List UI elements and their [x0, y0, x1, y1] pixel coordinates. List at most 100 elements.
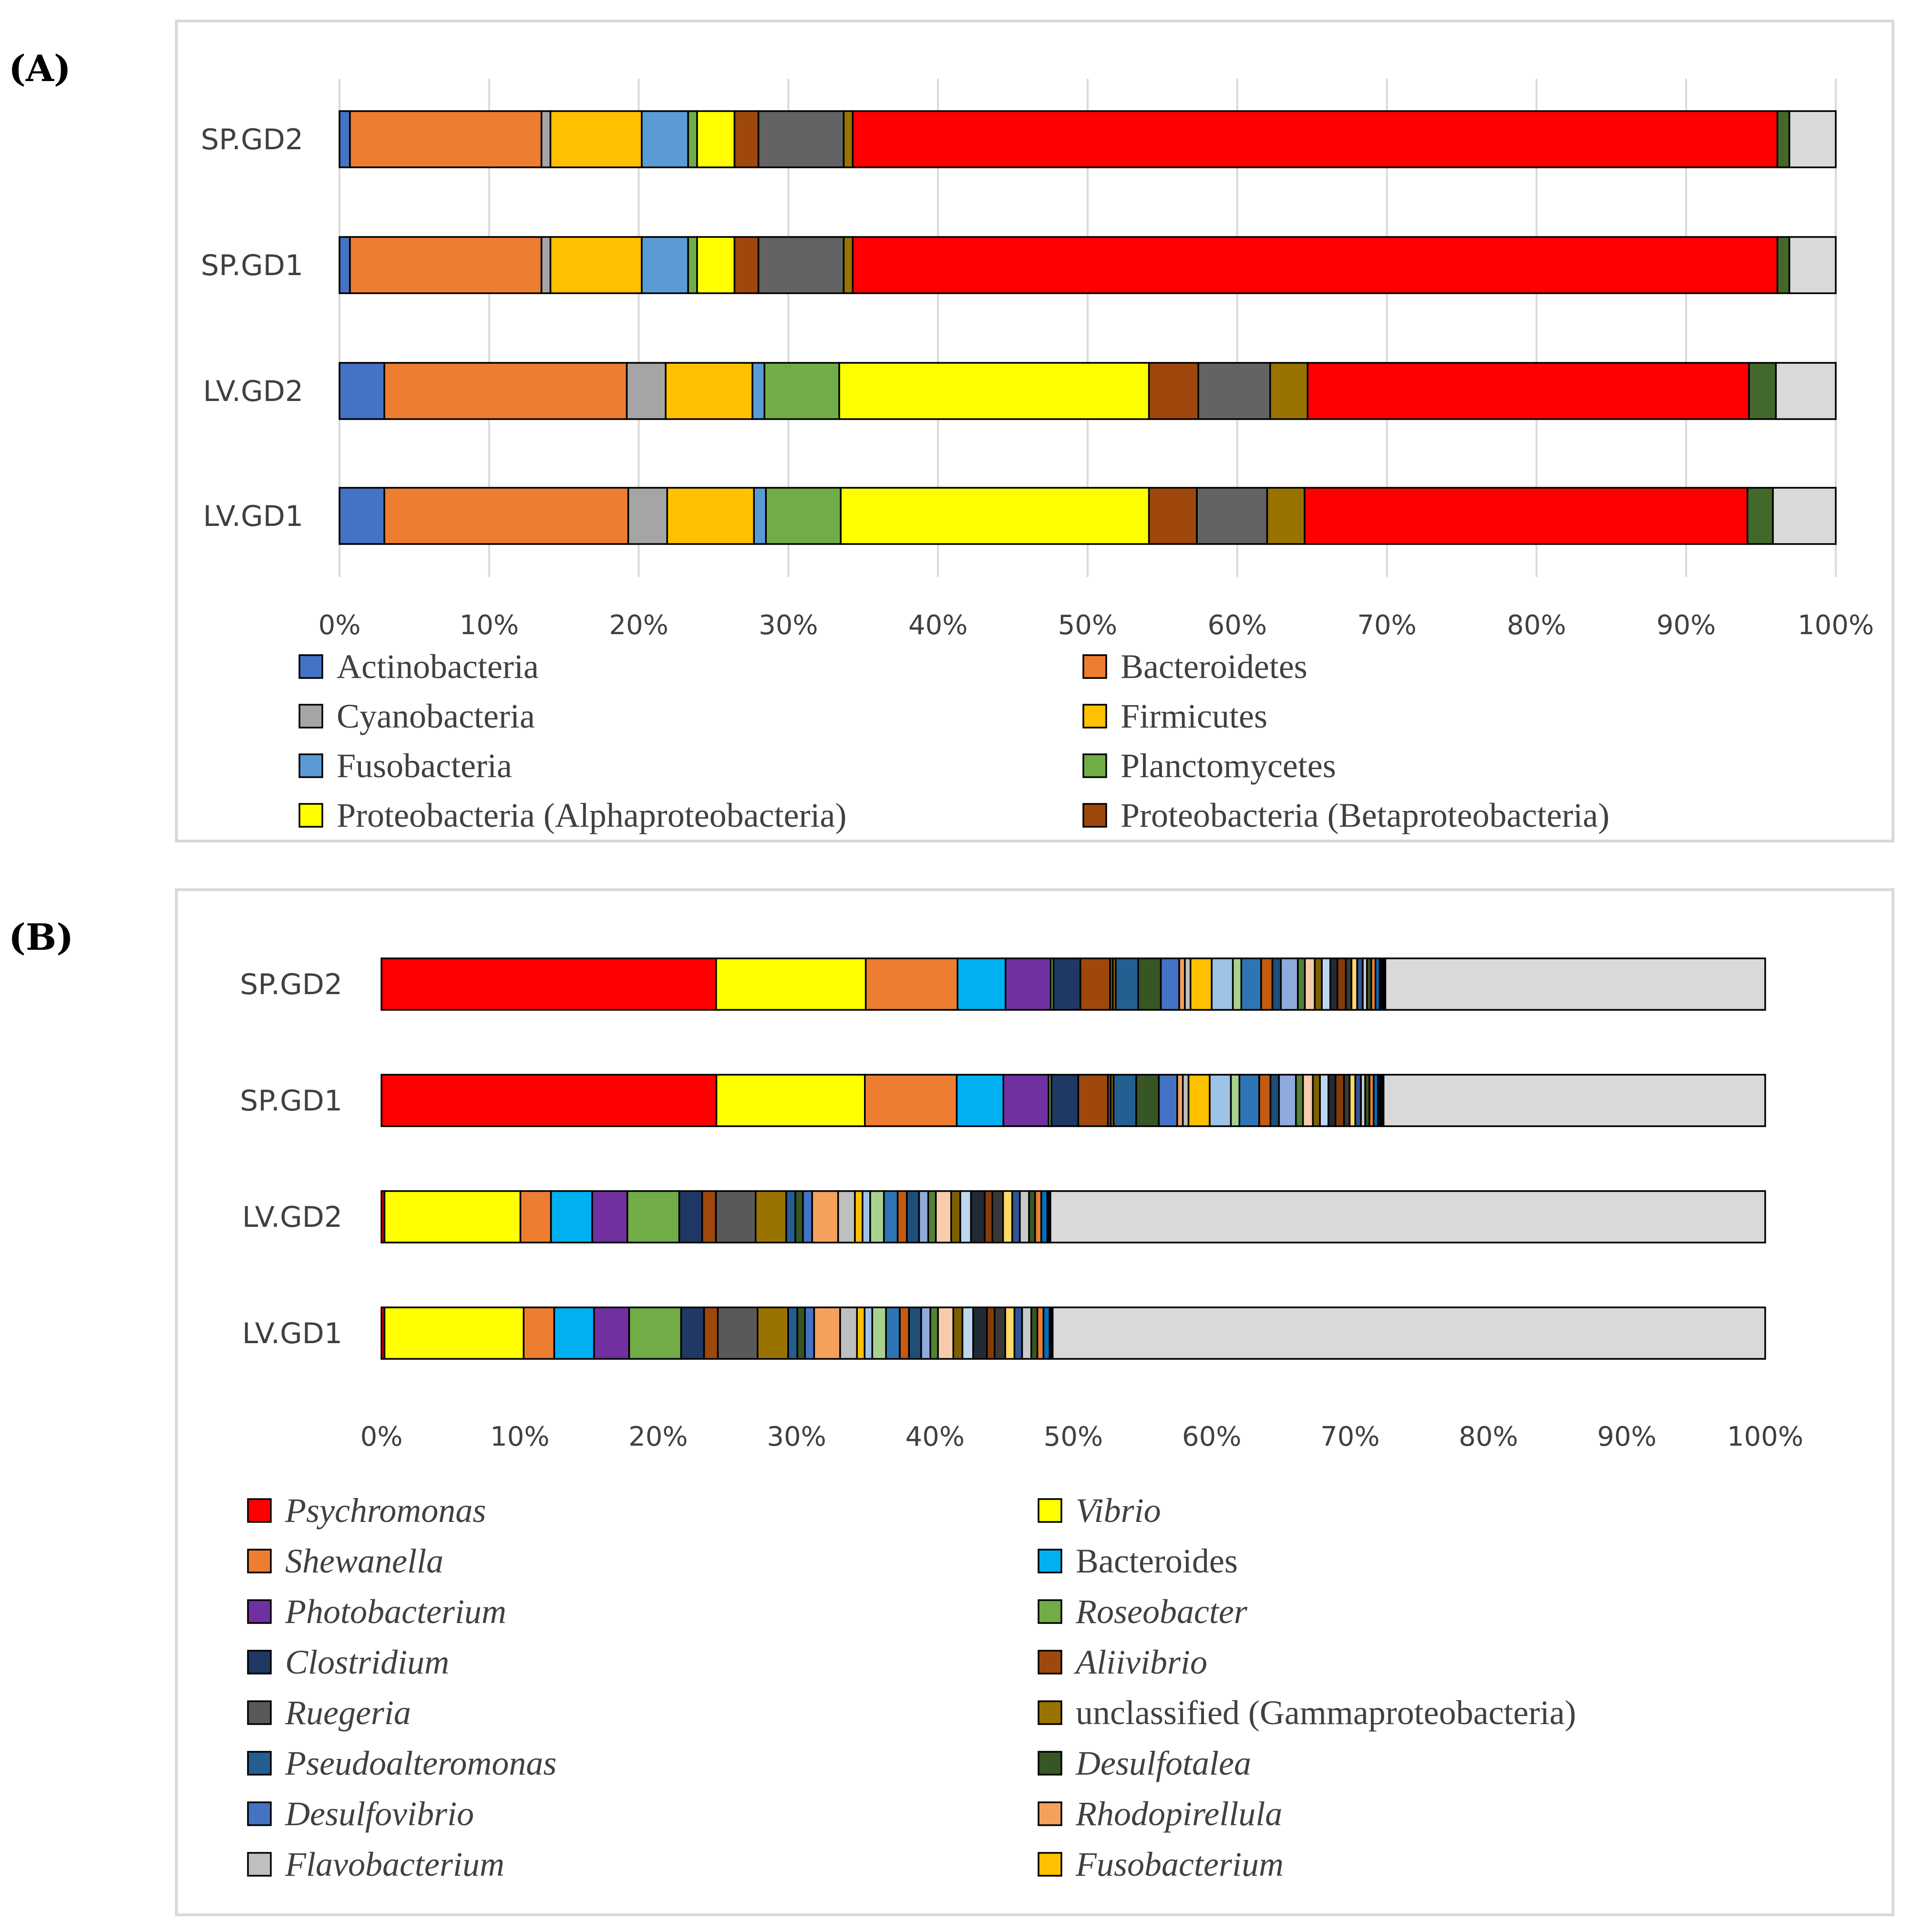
legend-label-pseudoalteromonas: Pseudoalteromonas: [285, 1744, 556, 1782]
legend-swatch-proteobacteria-alphaproteobacteria: [298, 803, 323, 828]
bar-segment-lv-gd1-series-8: [1196, 487, 1268, 545]
bar-segment-sp-gd2-bacteroides: [956, 957, 1007, 1011]
legend-swatch-actinobacteria: [298, 654, 323, 679]
legend-swatch-flavobacterium: [247, 1852, 272, 1877]
bar-segment-lv-gd1-cyanobacteria: [627, 487, 668, 545]
bar-segment-lv-gd2-shewanella: [519, 1190, 552, 1243]
bar-segment-lv-gd2-rhodopirellula: [811, 1190, 839, 1243]
bar-segment-sp-gd1-psychromonas: [381, 1074, 718, 1127]
legend-item-vibrio: Vibrio: [1038, 1491, 1161, 1530]
bar-segment-lv-gd2-series-24: [950, 1190, 961, 1243]
bar-segment-lv-gd1-series-9: [1266, 487, 1306, 545]
bar-segment-sp-gd2-series-17: [1232, 957, 1243, 1011]
x-tick-label-60: 60%: [1208, 610, 1267, 641]
bar-segment-lv-gd2-vibrio: [383, 1190, 522, 1243]
bar-segment-lv-gd1-proteobacteria-alphaproteobacteria: [840, 487, 1150, 545]
bar-segment-sp-gd1-cyanobacteria: [540, 236, 552, 294]
bar-segment-sp-gd2-fusobacterium: [1190, 957, 1213, 1011]
bar-segment-lv-gd1-series-22: [929, 1306, 939, 1360]
legend-item-roseobacter: Roseobacter: [1038, 1593, 1248, 1631]
bar-segment-lv-gd2-cyanobacteria: [626, 362, 667, 420]
x-tick-label-70: 70%: [1320, 1421, 1379, 1452]
bar-segment-sp-gd2-actinobacteria: [339, 110, 351, 168]
bar-segment-sp-gd1-bacteroidetes: [349, 236, 543, 294]
legend-label-rhodopirellula: Rhodopirellula: [1075, 1795, 1282, 1833]
legend-label-proteobacteria-alphaproteobacteria: Proteobacteria (Alphaproteobacteria): [337, 796, 846, 834]
x-tick-label-20: 20%: [609, 610, 668, 641]
bar-segment-sp-gd1-series-26: [1327, 1074, 1337, 1127]
bar-segment-lv-gd1-shewanella: [523, 1306, 555, 1360]
bar-segment-lv-gd2-unclassified-gammaproteobacteria: [755, 1190, 787, 1243]
bar-segment-lv-gd2-series-26: [970, 1190, 986, 1243]
bar-segment-sp-gd2-series-12: [1788, 110, 1837, 168]
bar-segment-sp-gd2-series-24: [1314, 957, 1323, 1011]
bar-segment-lv-gd1-unclassified-gammaproteobacteria: [757, 1306, 789, 1360]
bar-segment-sp-gd2-desulfovibrio: [1160, 957, 1180, 1011]
bar-segment-sp-gd1-flavobacterium: [1182, 1074, 1190, 1127]
bar-segment-sp-gd2-bacteroidetes: [349, 110, 543, 168]
bar-segment-sp-gd1-series-18: [1238, 1074, 1260, 1127]
bar-segment-lv-gd1-flavobacterium: [839, 1306, 858, 1360]
bar-segment-lv-gd1-clostridium: [680, 1306, 705, 1360]
legend-item-bacteroides: Bacteroides: [1038, 1542, 1238, 1580]
bar-segment-lv-gd2-planctomycetes: [763, 362, 840, 420]
bar-segment-sp-gd2-series-18: [1240, 957, 1262, 1011]
x-tick-label-100: 100%: [1727, 1421, 1803, 1452]
legend-item-planctomycetes: Planctomycetes: [1082, 747, 1336, 785]
x-tick-label-40: 40%: [905, 1421, 965, 1452]
bar-segment-lv-gd1-series-25: [961, 1306, 974, 1360]
bar-segment-sp-gd1-clostridium: [1050, 1074, 1080, 1127]
bar-segment-sp-gd1-series-20: [1269, 1074, 1280, 1127]
bar-segment-sp-gd2-series-30: [1356, 957, 1364, 1011]
bar-segment-lv-gd2-ruegeria: [715, 1190, 757, 1243]
bar-segment-sp-gd2-psychromonas: [381, 957, 717, 1011]
bar-segment-lv-gd2-series-21: [918, 1190, 929, 1243]
legend-item-pseudoalteromonas: Pseudoalteromonas: [247, 1744, 556, 1782]
panel-b: (B) SP.GD2 SP.GD1 LV.GD2 LV.GD1 0% 10% 20% 30% 4…: [9, 888, 1894, 1916]
x-tick-label-90: 90%: [1656, 610, 1716, 641]
bar-segment-lv-gd1-series-21: [920, 1306, 931, 1360]
x-tick-label-50: 50%: [1044, 1421, 1103, 1452]
panel-a-plot: SP.GD2 SP.GD1 LV.GD2 LV.GD1 0% 10% 20% 30% 40% 50…: [201, 79, 1874, 834]
bar-segment-lv-gd2-actinobacteria: [339, 362, 385, 420]
legend-label-unclassified-gammaproteobacteria: unclassified (Gammaproteobacteria): [1076, 1694, 1576, 1732]
bar-segment-lv-gd1-series-19: [899, 1306, 910, 1360]
bar-segment-lv-gd1-fusobacteria: [753, 487, 767, 545]
legend-swatch-fusobacteria: [298, 753, 323, 778]
legend-swatch-desulfotalea: [1038, 1751, 1062, 1776]
bar-segment-lv-gd2-desulfovibrio: [802, 1190, 813, 1243]
bar-segment-sp-gd1-planctomycetes: [687, 236, 698, 294]
bar-segment-sp-gd1-rhodopirellula: [1176, 1074, 1184, 1127]
bar-segment-sp-gd1-series-28: [1343, 1074, 1351, 1127]
bar-segment-lv-gd2-series-20: [906, 1190, 920, 1243]
legend-label-bacteroidetes: Bacteroidetes: [1121, 647, 1307, 686]
bar-segment-sp-gd2-fusobacteria: [641, 110, 689, 168]
bar-segment-lv-gd2-clostridium: [678, 1190, 703, 1243]
bar-segment-sp-gd1-actinobacteria: [339, 236, 351, 294]
panel-b-letter: (B): [9, 916, 73, 958]
legend-item-fusobacteria: Fusobacteria: [298, 747, 512, 785]
legend-item-psychromonas: Psychromonas: [247, 1491, 486, 1530]
bar-segment-sp-gd2-planctomycetes: [687, 110, 698, 168]
bar-segment-sp-gd1-series-25: [1319, 1074, 1329, 1127]
bar-segment-sp-gd2-proteobacteria-alphaproteobacteria: [696, 110, 736, 168]
bar-segment-lv-gd1-pseudoalteromonas: [787, 1306, 798, 1360]
bar-segment-lv-gd2-series-34: [1040, 1190, 1049, 1243]
bar-segment-lv-gd1-series-12: [1772, 487, 1837, 545]
bar-segment-sp-gd1-fusobacteria: [641, 236, 689, 294]
bar-segment-sp-gd1-series-19: [1258, 1074, 1272, 1127]
bar-segment-lv-gd1-series-30: [1013, 1306, 1023, 1360]
bar-segment-sp-gd1-series-23: [1302, 1074, 1314, 1127]
legend-label-desulfovibrio: Desulfovibrio: [285, 1795, 474, 1833]
legend-label-aliivibrio: Aliivibrio: [1074, 1643, 1207, 1681]
bar-segment-sp-gd1-series-10: [852, 236, 1779, 294]
legend-item-proteobacteria-alphaproteobacteria: Proteobacteria (Alphaproteobacteria): [298, 796, 846, 834]
legend-item-fusobacterium: Fusobacterium: [1038, 1845, 1284, 1883]
bar-segment-sp-gd1-aliivibrio: [1077, 1074, 1109, 1127]
bar-segment-lv-gd2-bacteroides: [550, 1190, 593, 1243]
legend-swatch-photobacterium: [247, 1599, 272, 1624]
bar-segment-lv-gd2-series-8: [1197, 362, 1271, 420]
bar-segment-lv-gd1-series-31: [1021, 1306, 1032, 1360]
legend-swatch-pseudoalteromonas: [247, 1751, 272, 1776]
category-label-lv-gd1: LV.GD1: [242, 1317, 342, 1350]
